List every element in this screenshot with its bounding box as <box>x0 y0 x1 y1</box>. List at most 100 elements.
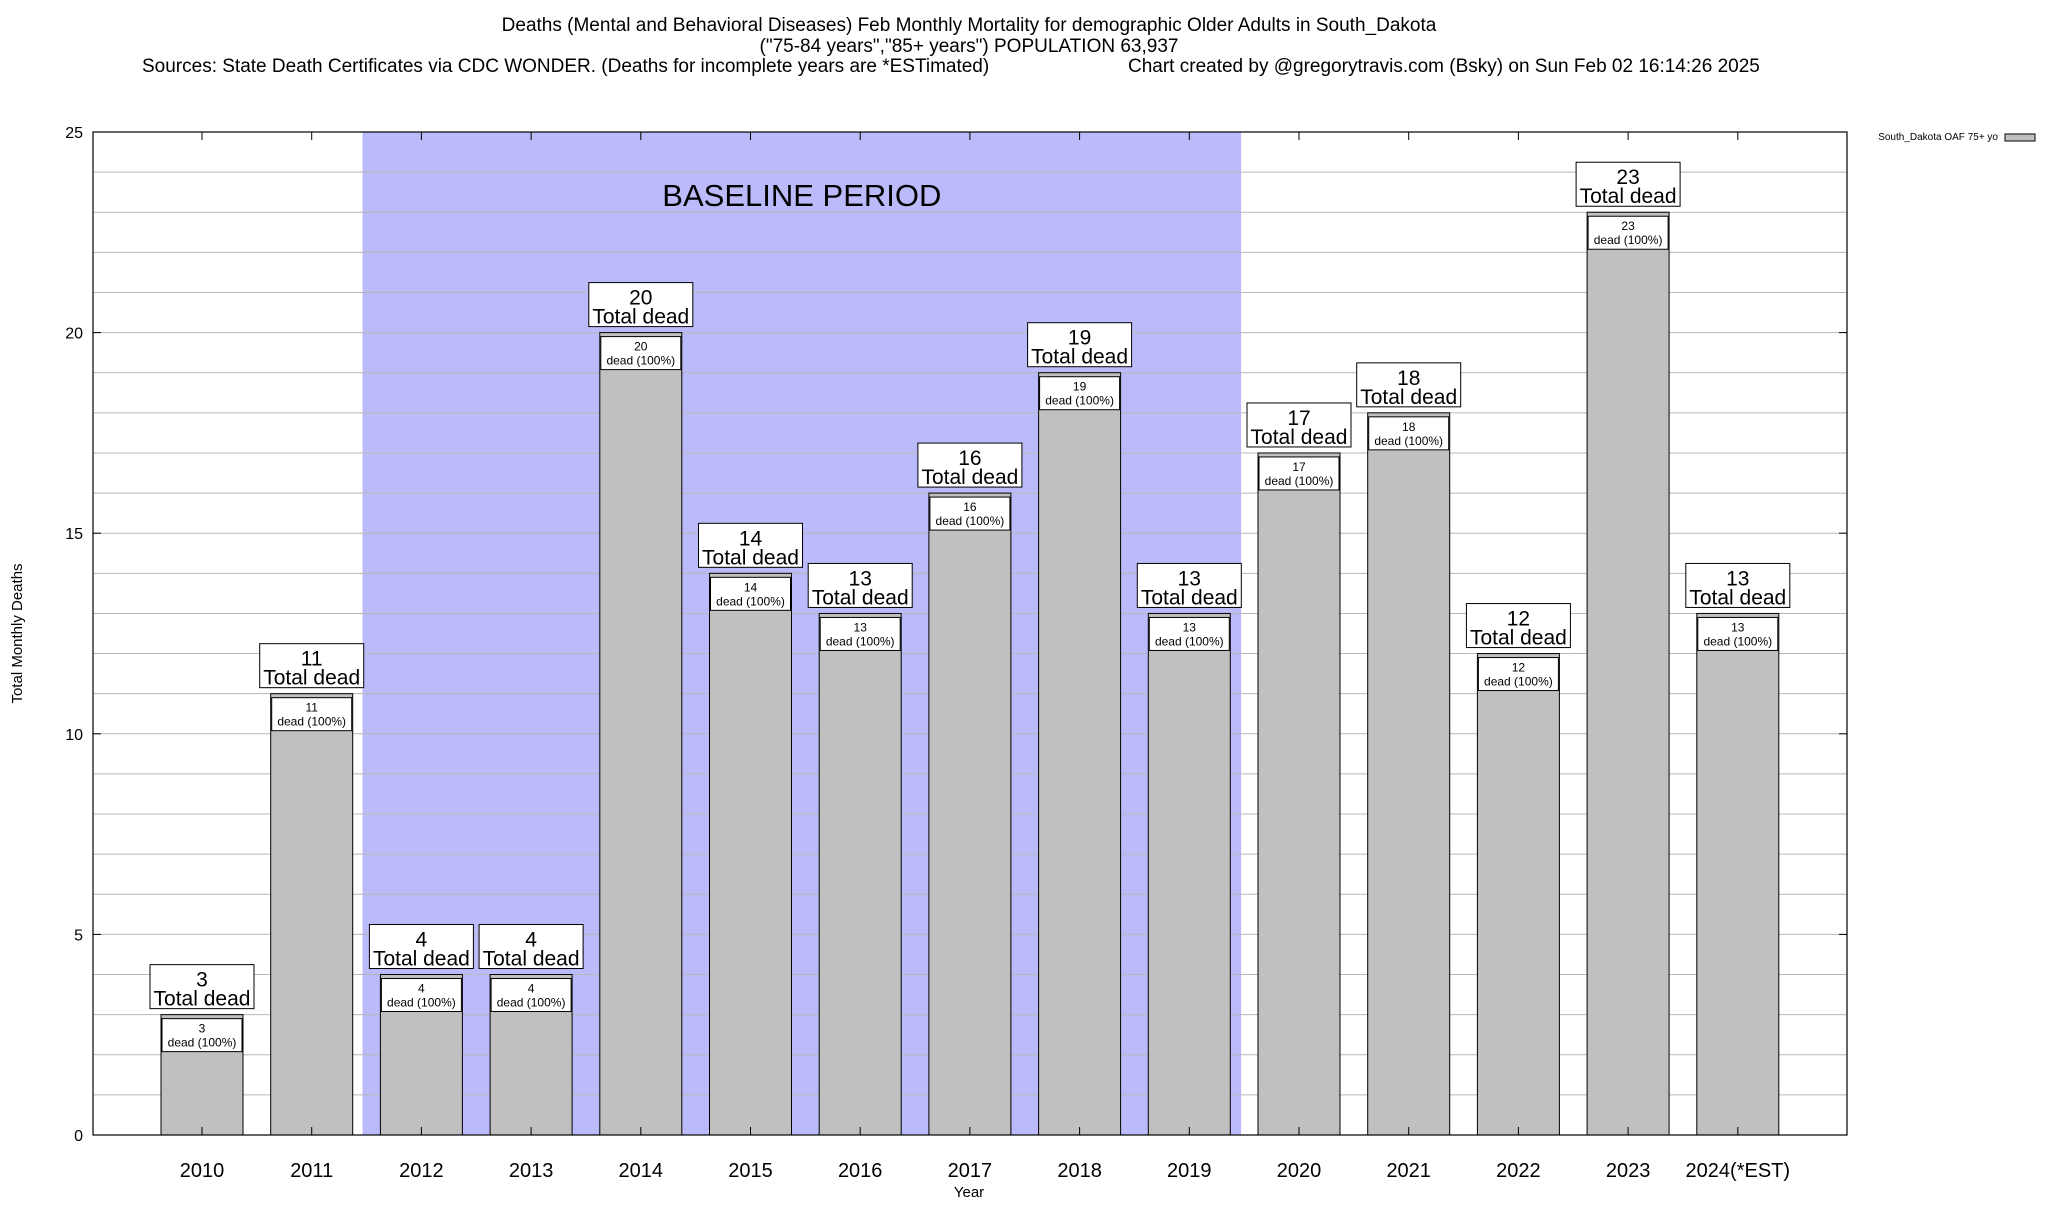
bar-total-label-box <box>368 924 474 970</box>
y-tick-label: 20 <box>65 326 83 343</box>
bar-total-value-label: 13 <box>1178 567 1201 590</box>
x-tick-label: 2016 <box>838 1160 883 1182</box>
bar-inner-dead-label: dead (100%) <box>1374 434 1443 448</box>
y-tick-label: 5 <box>74 927 83 944</box>
x-tick-label: 2017 <box>948 1160 993 1182</box>
bar-inner-label-box <box>490 978 572 1013</box>
bar-inner-value-label: 3 <box>199 1022 206 1036</box>
bar-inner-label-box <box>1148 616 1230 651</box>
bar-inner-dead-label: dead (100%) <box>826 634 895 648</box>
bar-inner-value-label: 19 <box>1073 380 1087 394</box>
bar-total-label-box <box>1246 402 1352 448</box>
bar-inner-dead-label: dead (100%) <box>387 996 456 1010</box>
bar-inner-dead-label: dead (100%) <box>1155 634 1224 648</box>
bar-inner-label-box <box>1477 657 1559 692</box>
bar-inner-dead-label: dead (100%) <box>168 1036 237 1050</box>
bar-total-value-label: 14 <box>739 527 763 550</box>
x-tick-label: 2015 <box>728 1160 773 1182</box>
legend-swatch <box>2004 133 2036 142</box>
bar-inner-value-label: 18 <box>1402 420 1416 434</box>
x-tick-label: 2023 <box>1606 1160 1651 1182</box>
bar-total-dead-label: Total dead <box>1360 386 1457 409</box>
bar-2022 <box>1476 653 1560 1136</box>
bar-total-dead-label: Total dead <box>1470 627 1567 650</box>
bar-total-dead-label: Total dead <box>812 586 909 609</box>
bar-inner-label-box <box>1587 215 1669 250</box>
x-tick-label: 2018 <box>1057 1160 1102 1182</box>
bar-inner-label-box <box>710 576 791 611</box>
x-tick-label: 2013 <box>509 1160 554 1182</box>
y-axis-label: Total Monthly Deaths <box>9 563 26 703</box>
bar-total-value-label: 17 <box>1287 407 1310 430</box>
bar-inner-dead-label: dead (100%) <box>606 354 675 368</box>
bar-inner-value-label: 4 <box>418 982 425 996</box>
bar-total-label-box <box>259 643 365 689</box>
x-tick-label: 2021 <box>1386 1160 1431 1182</box>
bar-inner-label-box <box>271 697 353 732</box>
bar-inner-label-box <box>1697 616 1779 651</box>
bar-inner-value-label: 12 <box>1512 661 1526 675</box>
bar-total-label-box <box>588 282 694 328</box>
bar-inner-dead-label: dead (100%) <box>1045 394 1114 408</box>
bar-inner-value-label: 4 <box>528 982 535 996</box>
x-tick-label: 2024(*EST) <box>1686 1160 1791 1182</box>
bar-2014 <box>599 332 683 1136</box>
bar-total-dead-label: Total dead <box>1580 185 1677 208</box>
bar-inner-value-label: 20 <box>634 340 648 354</box>
bar-total-label-box <box>1685 562 1791 608</box>
bar-total-dead-label: Total dead <box>921 466 1018 489</box>
plot-border <box>92 131 1848 1136</box>
bar-inner-dead-label: dead (100%) <box>1484 675 1553 689</box>
chart-sources-note: Sources: State Death Certificates via CD… <box>142 56 989 77</box>
chart-credit-note: Chart created by @gregorytravis.com (Bsk… <box>1128 56 1760 77</box>
bar-total-value-label: 23 <box>1616 166 1639 189</box>
bar-total-value-label: 11 <box>301 648 323 671</box>
x-tick-label: 2022 <box>1496 1160 1541 1182</box>
bar-inner-dead-label: dead (100%) <box>936 514 1005 528</box>
bar-2018 <box>1038 372 1122 1136</box>
y-tick-label: 25 <box>65 125 83 142</box>
bar-inner-value-label: 14 <box>744 580 758 594</box>
y-tick-label: 0 <box>74 1128 83 1145</box>
bar-total-label-box <box>917 442 1023 488</box>
bar-inner-label-box <box>819 616 901 651</box>
y-tick-label: 15 <box>65 526 83 543</box>
bar-total-dead-label: Total dead <box>263 667 360 690</box>
bar-inner-label-box <box>380 978 462 1013</box>
bar-inner-value-label: 11 <box>305 701 318 715</box>
bar-total-value-label: 12 <box>1507 608 1530 631</box>
x-tick-label: 2020 <box>1277 1160 1322 1182</box>
bar-inner-dead-label: dead (100%) <box>277 715 346 729</box>
bar-inner-value-label: 13 <box>854 620 868 634</box>
bar-2023 <box>1586 211 1670 1136</box>
bar-2011 <box>270 693 354 1136</box>
bar-total-value-label: 18 <box>1397 367 1420 390</box>
bar-inner-label-box <box>929 496 1011 531</box>
bar-2024(*EST) <box>1696 612 1780 1136</box>
bar-total-label-box <box>149 964 255 1010</box>
bar-total-label-box <box>1575 161 1681 207</box>
bar-total-label-box <box>478 924 584 970</box>
bar-2020 <box>1257 452 1341 1136</box>
bar-inner-value-label: 17 <box>1292 460 1306 474</box>
bar-inner-label-box <box>1258 456 1340 491</box>
bar-2016 <box>818 612 902 1136</box>
bar-total-label-box <box>807 562 913 608</box>
bar-inner-label-box <box>1039 376 1121 411</box>
bar-total-dead-label: Total dead <box>702 546 799 569</box>
bar-inner-dead-label: dead (100%) <box>1594 233 1663 247</box>
